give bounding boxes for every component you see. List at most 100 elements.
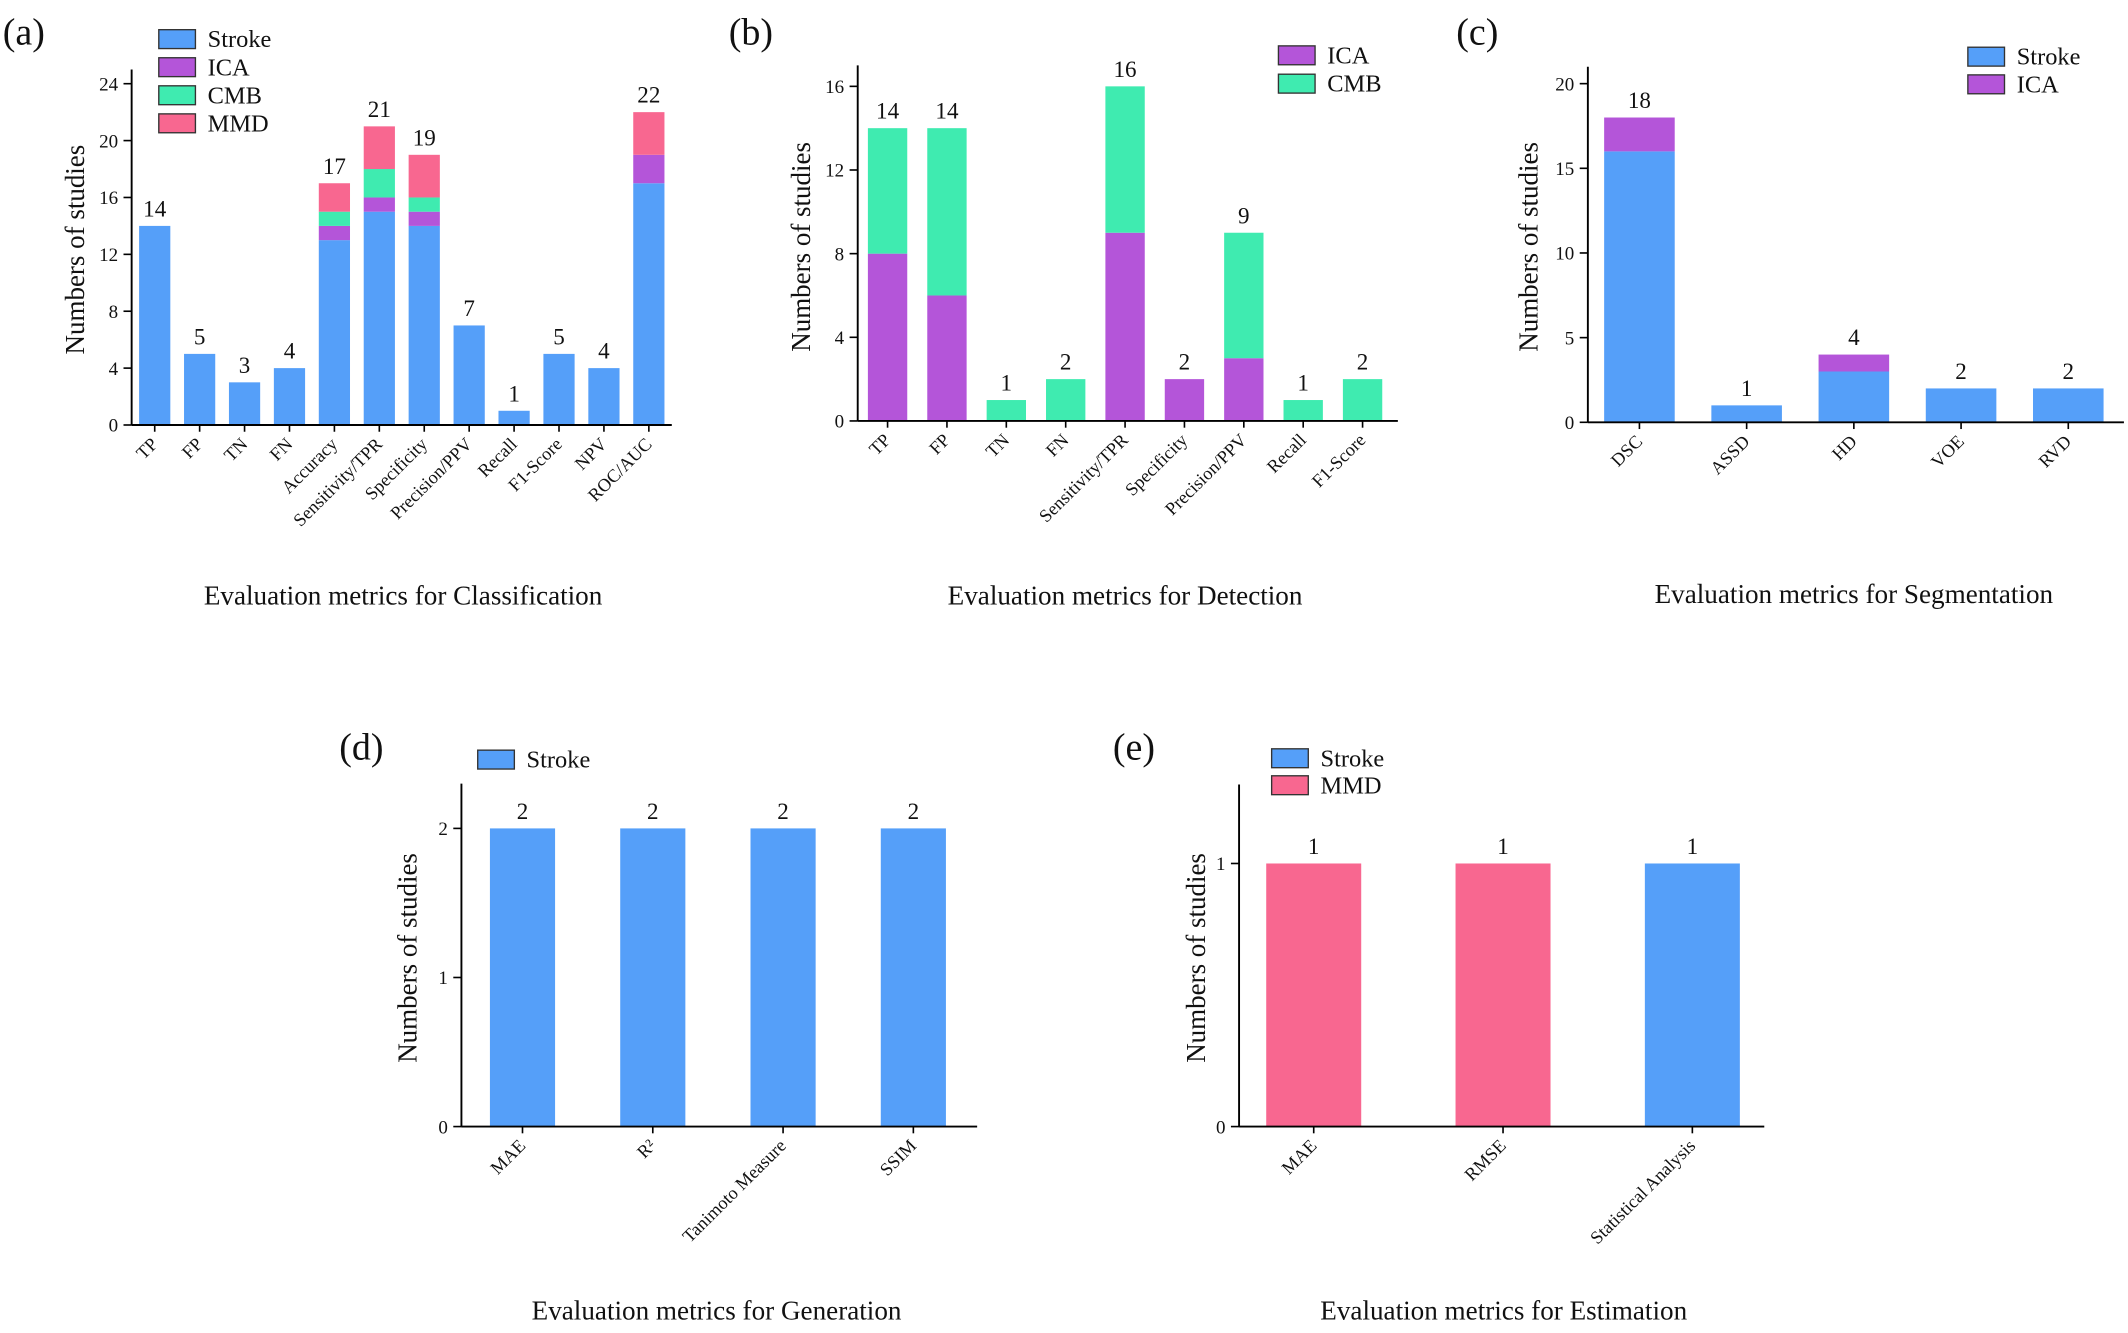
y-tick-label: 12 <box>99 245 118 266</box>
legend-label: Stroke <box>208 26 272 53</box>
data-label: 21 <box>368 97 391 122</box>
x-tick-label: RVD <box>2035 431 2075 471</box>
panel-label: (c) <box>1456 12 1498 54</box>
data-label: 9 <box>1238 203 1250 228</box>
y-axis-title: Numbers of studies <box>1181 853 1211 1063</box>
legend-label: Stroke <box>1321 745 1385 772</box>
y-tick-label: 24 <box>99 74 119 95</box>
legend-label: MMD <box>1321 772 1382 799</box>
y-tick-label: 5 <box>1565 328 1574 349</box>
y-tick-label: 12 <box>825 161 844 182</box>
bar-segment <box>1224 358 1264 421</box>
bar-segment <box>498 410 530 425</box>
x-axis-title: Evaluation metrics for Detection <box>948 581 1303 611</box>
bar-segment <box>1925 388 1997 423</box>
bar-segment <box>633 154 665 184</box>
x-tick-label: HD <box>1828 431 1861 464</box>
data-label: 18 <box>1628 88 1651 113</box>
y-tick-label: 0 <box>109 416 118 437</box>
bar-segment <box>1105 86 1145 233</box>
bar-segment <box>318 240 351 425</box>
data-label: 14 <box>935 99 959 124</box>
y-tick-label: 0 <box>1216 1117 1225 1138</box>
data-label: 2 <box>777 799 789 824</box>
x-axis-title: Evaluation metrics for Classification <box>204 581 603 611</box>
data-label: 1 <box>1308 834 1320 859</box>
bar-segment <box>139 225 171 425</box>
x-tick-label: FP <box>925 430 954 458</box>
bar-segment <box>408 225 440 425</box>
y-axis-title: Numbers of studies <box>393 853 423 1063</box>
bar-segment <box>620 828 686 1127</box>
y-tick-label: 20 <box>1555 74 1574 95</box>
panel-label: (e) <box>1113 727 1155 769</box>
bar-segment <box>363 126 395 170</box>
bar-segment <box>273 368 306 425</box>
bar-segment <box>184 353 216 425</box>
data-label: 1 <box>1001 371 1013 396</box>
y-tick-label: 0 <box>438 1117 447 1138</box>
data-label: 19 <box>413 125 436 150</box>
y-tick-label: 2 <box>438 819 447 840</box>
legend-swatch <box>477 749 516 770</box>
legend-swatch <box>1277 45 1316 66</box>
x-tick-label: MAE <box>486 1136 529 1179</box>
data-label: 4 <box>1848 325 1860 350</box>
y-tick-label: 10 <box>1555 244 1574 265</box>
x-tick-label: Tanimoto Measure <box>679 1136 790 1247</box>
x-tick-label: Statistical Analysis <box>1586 1136 1699 1248</box>
bar-segment <box>363 211 395 425</box>
bar-segment <box>1342 379 1383 421</box>
legend-label: ICA <box>2017 71 2059 98</box>
data-label: 2 <box>1357 350 1369 375</box>
bar-segment <box>867 253 908 421</box>
y-axis-title: Numbers of studies <box>60 145 90 355</box>
bar-segment <box>363 197 395 212</box>
legend-swatch <box>1270 748 1309 769</box>
y-tick-label: 0 <box>1565 413 1574 434</box>
data-label: 2 <box>908 799 920 824</box>
data-label: 1 <box>508 381 520 406</box>
legend-label: Stroke <box>2017 44 2081 71</box>
panel-label: (a) <box>3 12 45 54</box>
data-label: 2 <box>517 799 529 824</box>
bar-segment <box>1818 371 1890 423</box>
data-label: 2 <box>1955 359 1967 384</box>
bar-segment <box>1604 117 1675 152</box>
data-label: 4 <box>284 339 296 364</box>
data-label: 2 <box>1060 350 1072 375</box>
bar-segment <box>408 154 440 198</box>
panel-label: (d) <box>339 727 383 769</box>
y-tick-label: 8 <box>109 302 118 323</box>
legend-label: CMB <box>1327 71 1381 98</box>
legend-label: ICA <box>208 54 250 81</box>
legend-swatch <box>1270 775 1309 796</box>
data-label: 17 <box>323 154 346 179</box>
bar-segment <box>1283 400 1323 421</box>
data-label: 22 <box>637 83 660 108</box>
y-tick-label: 4 <box>109 359 119 380</box>
x-tick-label: ASSD <box>1706 431 1753 478</box>
x-tick-label: RMSE <box>1461 1136 1510 1185</box>
y-tick-label: 4 <box>835 328 845 349</box>
bar-segment <box>489 828 556 1127</box>
bar-segment <box>363 169 395 198</box>
x-tick-label: TP <box>865 430 894 459</box>
chart-panel-b: (b)ICACMB14TP14FP1TN2FN16Sensitivity/TPR… <box>729 12 1398 611</box>
bar-segment <box>1818 354 1890 372</box>
data-label: 2 <box>2063 359 2075 384</box>
data-label: 5 <box>553 325 565 350</box>
bar-segment <box>543 353 575 425</box>
x-tick-label: DSC <box>1607 431 1646 470</box>
x-tick-label: TN <box>982 430 1013 461</box>
data-label: 14 <box>876 99 900 124</box>
y-tick-label: 1 <box>1216 854 1225 875</box>
x-tick-label: SSIM <box>876 1136 920 1180</box>
bar-segment <box>453 325 485 425</box>
x-tick-label: TP <box>132 434 161 463</box>
bar-segment <box>408 211 440 226</box>
bar-segment <box>1644 863 1740 1127</box>
y-axis-title: Numbers of studies <box>1514 142 1544 352</box>
x-tick-label: FP <box>178 434 207 462</box>
x-axis-title: Evaluation metrics for Generation <box>532 1296 902 1326</box>
